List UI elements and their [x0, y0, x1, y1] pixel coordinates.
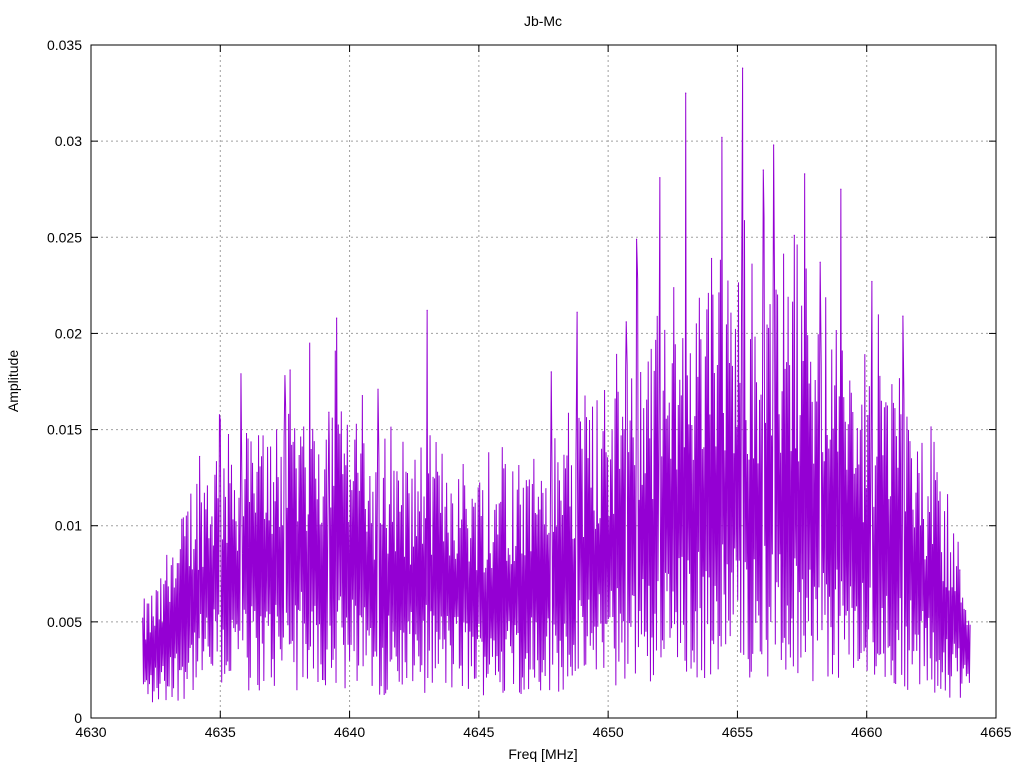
x-tick-label: 4635 — [205, 724, 236, 740]
y-tick-label: 0.02 — [55, 325, 82, 341]
axis-ticks: 4630 4635 4640 4645 4650 4655 4660 4665 0 0.005 0.… — [47, 37, 1012, 740]
peak-point — [902, 315, 904, 317]
y-tick-label: 0.015 — [47, 422, 82, 438]
x-tick-label: 4640 — [334, 724, 365, 740]
x-tick-label: 4660 — [851, 724, 882, 740]
x-tick-label: 4655 — [722, 724, 753, 740]
peak-point — [377, 388, 379, 390]
peak-point — [721, 136, 723, 138]
peak-point — [819, 261, 821, 263]
y-tick-label: 0.03 — [55, 133, 82, 149]
peak-point — [659, 177, 661, 179]
chart-title: Jb-Mc — [524, 13, 562, 29]
x-tick-label: 4630 — [75, 724, 106, 740]
peak-point — [240, 373, 242, 375]
peak-point — [289, 369, 291, 371]
peak-point — [685, 92, 687, 94]
peak-point — [959, 569, 961, 571]
peak-point — [550, 371, 552, 373]
peak-point — [762, 169, 764, 171]
peak-point — [840, 188, 842, 190]
y-tick-label: 0 — [74, 710, 82, 726]
y-tick-label: 0.005 — [47, 614, 82, 630]
y-axis-label: Amplitude — [5, 350, 21, 412]
peak-point — [773, 144, 775, 146]
peak-point — [336, 317, 338, 319]
x-tick-label: 4665 — [980, 724, 1011, 740]
peak-point — [284, 375, 286, 377]
peak-point — [804, 173, 806, 175]
series-line — [142, 68, 971, 703]
peak-point — [199, 455, 201, 458]
x-tick-label: 4645 — [463, 724, 494, 740]
y-tick-label: 0.035 — [47, 37, 82, 53]
peak-point — [625, 321, 627, 323]
x-tick-label: 4650 — [593, 724, 624, 740]
peak-point — [576, 311, 578, 313]
plot-frame — [90, 44, 997, 719]
plot-area — [142, 67, 971, 703]
peak-point — [328, 411, 330, 413]
peak-point — [219, 419, 221, 421]
y-tick-label: 0.025 — [47, 229, 82, 245]
peak-point — [426, 309, 428, 311]
peak-point — [871, 280, 873, 283]
x-axis-label: Freq [MHz] — [508, 746, 577, 762]
peak-point — [635, 238, 638, 240]
peak-point — [742, 67, 744, 69]
peak-point — [793, 234, 795, 236]
y-tick-label: 0.01 — [55, 518, 82, 534]
peak-point — [710, 257, 713, 260]
